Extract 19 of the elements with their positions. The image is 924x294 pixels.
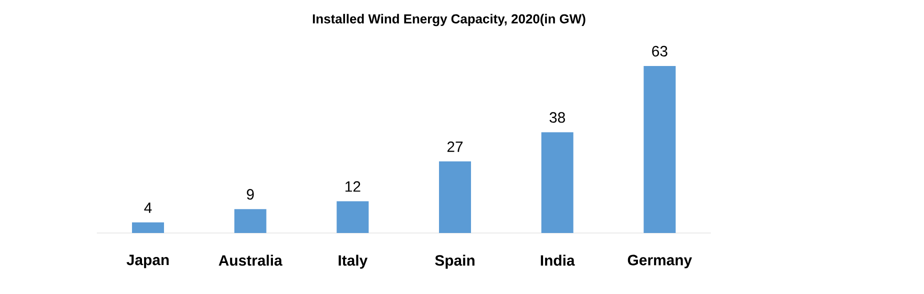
chart-title: Installed Wind Energy Capacity, 2020(in GW) bbox=[312, 14, 586, 26]
x-tick-label: Australia bbox=[218, 254, 282, 266]
bar bbox=[541, 132, 574, 233]
bar bbox=[336, 201, 369, 233]
bar bbox=[439, 161, 472, 233]
x-tick-label: India bbox=[540, 254, 575, 266]
bar bbox=[644, 66, 676, 233]
data-label: 9 bbox=[246, 189, 254, 200]
bar bbox=[234, 209, 266, 233]
bar bbox=[132, 222, 164, 233]
data-label: 12 bbox=[346, 181, 360, 192]
data-label: 63 bbox=[652, 46, 668, 56]
data-label: 27 bbox=[447, 141, 463, 152]
x-tick-label: Spain bbox=[435, 254, 474, 269]
data-label: 4 bbox=[144, 202, 152, 213]
x-tick-label: Japan bbox=[126, 254, 169, 268]
x-tick-label: Italy bbox=[338, 254, 368, 269]
data-label: 38 bbox=[550, 112, 565, 123]
x-tick-label: Germany bbox=[628, 254, 692, 268]
